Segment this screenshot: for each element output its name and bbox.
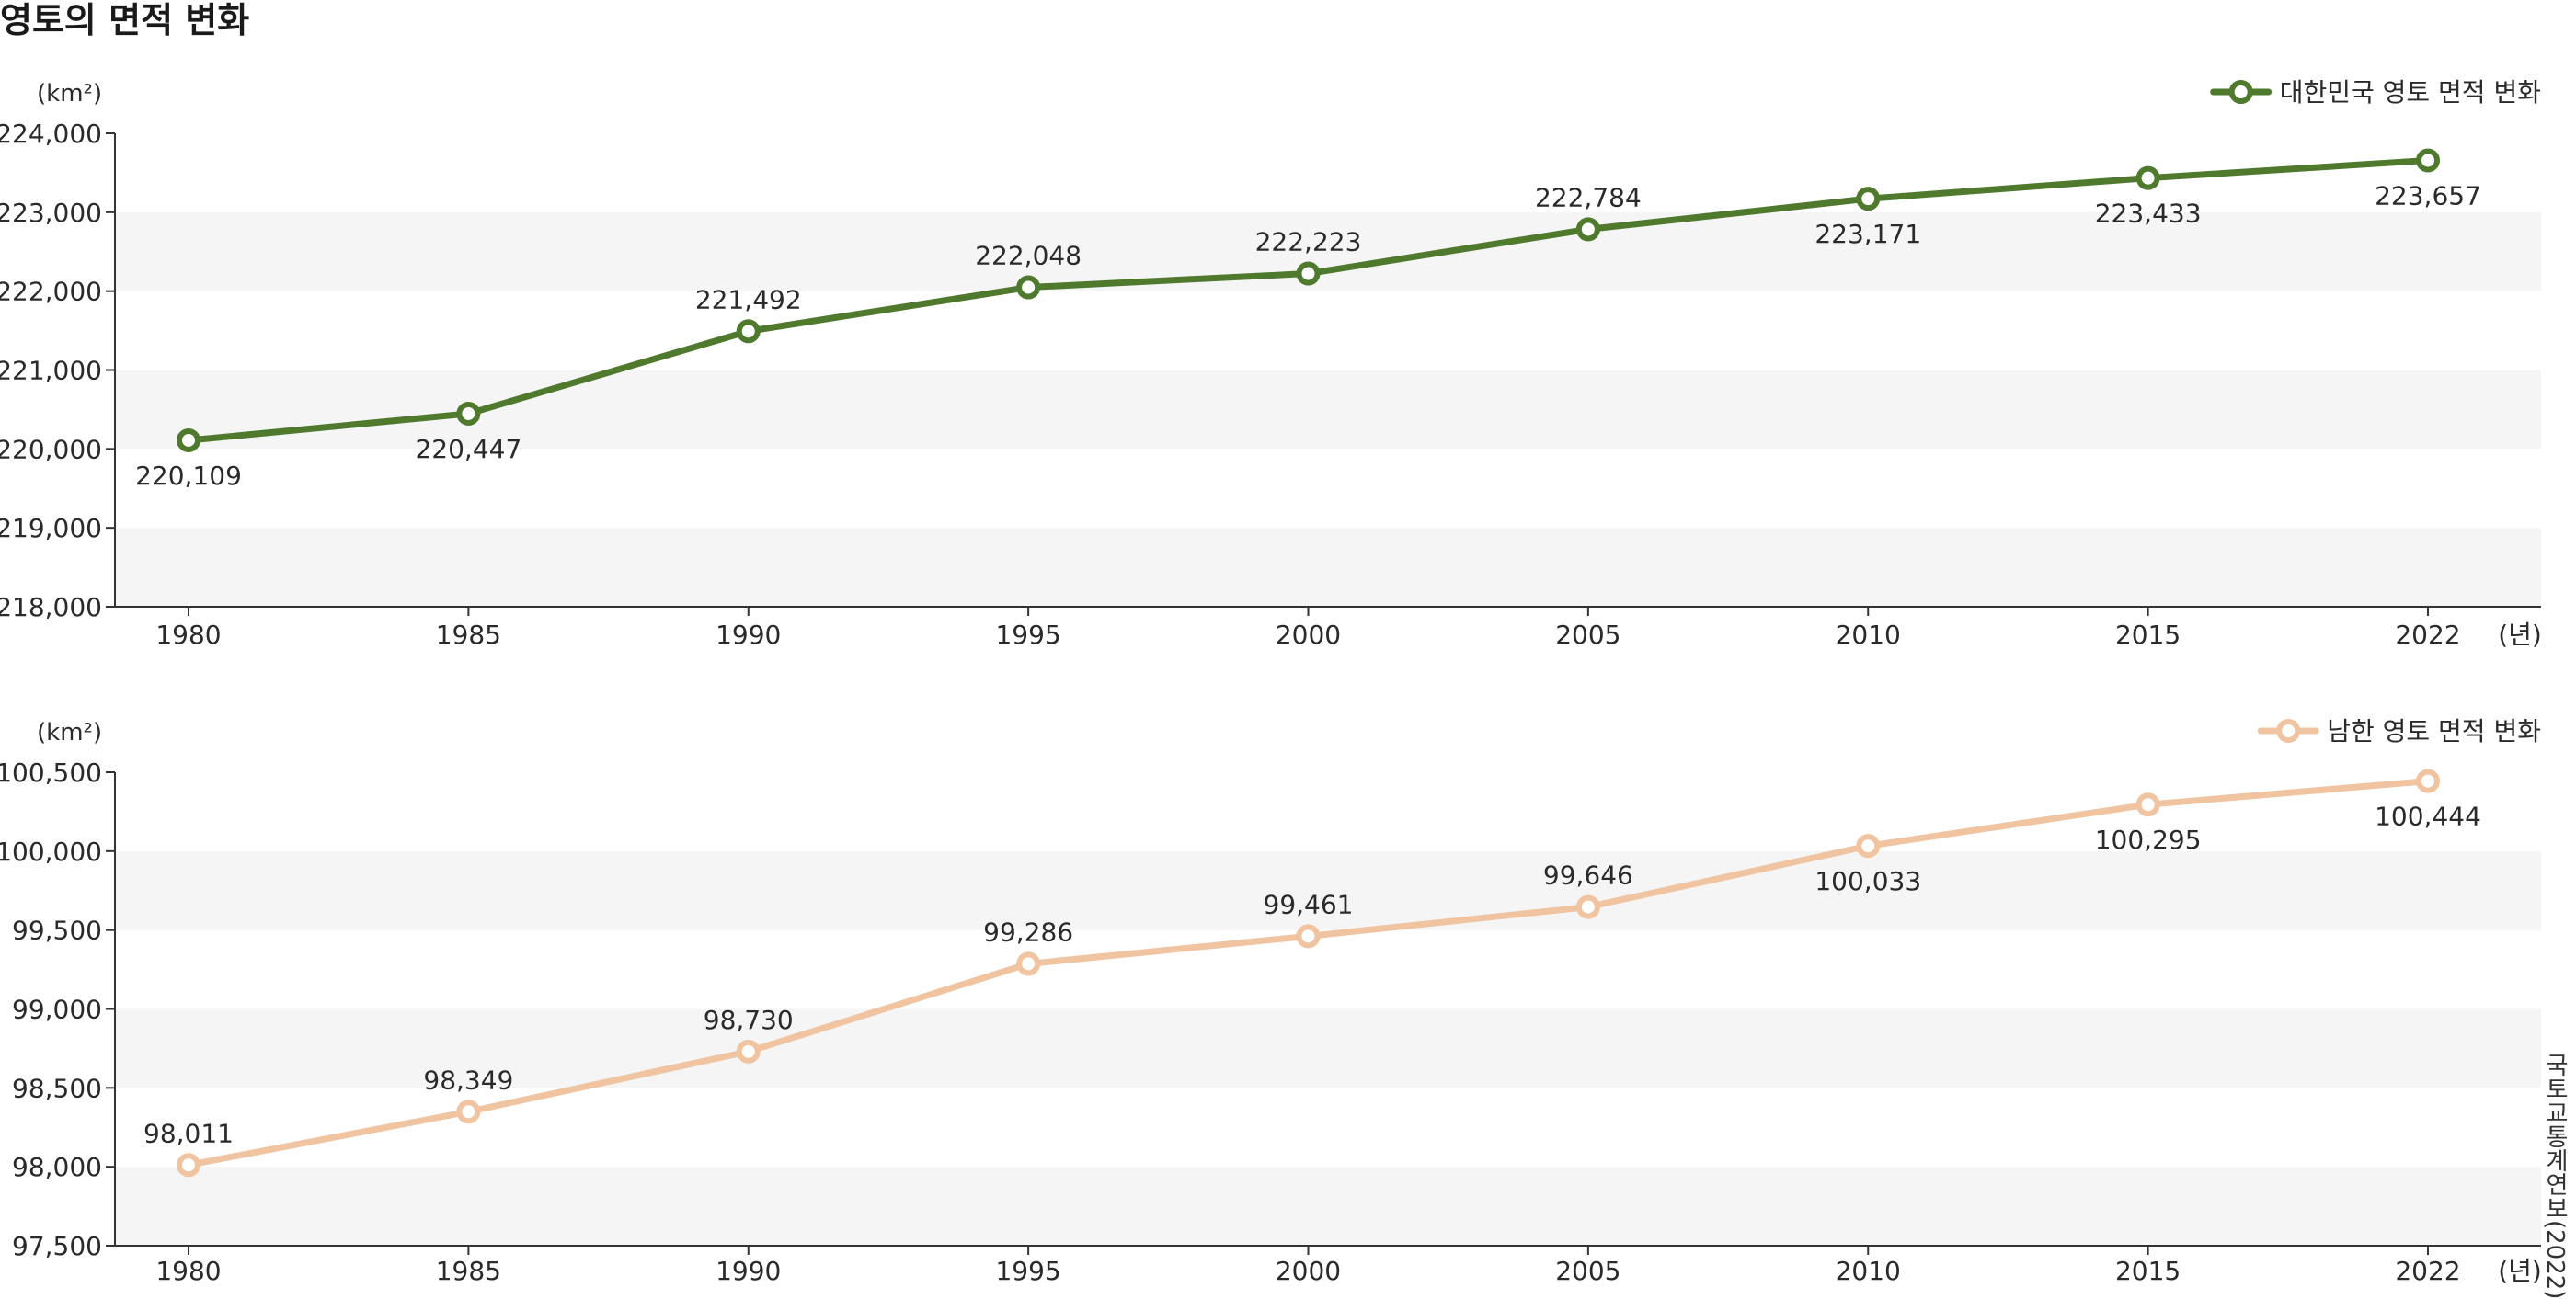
legend-marker: [2228, 80, 2253, 104]
data-label: 99,646: [1543, 860, 1633, 891]
data-point: [456, 1100, 481, 1124]
y-tick-label: 219,000: [0, 513, 102, 543]
y-tick-label: 98,500: [12, 1073, 102, 1103]
legend-marker: [2276, 719, 2301, 743]
y-tick-label: 221,000: [0, 356, 102, 386]
data-point: [456, 401, 481, 426]
grid-band: [115, 370, 2541, 450]
data-label: 222,784: [1535, 182, 1642, 212]
data-point: [2416, 148, 2440, 173]
grid-band: [115, 211, 2541, 291]
x-unit-label: (년): [2498, 620, 2542, 650]
x-tick-label: 2022: [2395, 1256, 2460, 1284]
data-label: 223,657: [2375, 180, 2481, 211]
y-unit-label: (km²): [37, 719, 102, 746]
data-point: [2135, 792, 2160, 817]
data-label: 222,048: [975, 241, 1082, 271]
data-point: [1856, 834, 1881, 859]
y-tick-label: 100,500: [0, 758, 102, 788]
data-point: [736, 1039, 761, 1064]
data-label: 220,109: [135, 461, 242, 491]
y-tick-label: 223,000: [0, 198, 102, 228]
legend-label: 남한 영토 면적 변화: [2327, 716, 2541, 746]
data-label: 221,492: [695, 284, 802, 314]
data-point: [1296, 924, 1321, 949]
data-point: [2416, 769, 2440, 793]
data-point: [736, 319, 761, 344]
y-tick-label: 100,000: [0, 837, 102, 867]
data-label: 100,295: [2095, 825, 2202, 855]
series-line: [185, 778, 2432, 1168]
x-unit-label: (년): [2498, 1256, 2542, 1284]
y-tick-label: 99,000: [12, 995, 102, 1025]
y-tick-label: 220,000: [0, 434, 102, 464]
chart-south-korea-area: 97,500 98,000 98,500 99,000 99,500 100,000 100…: [0, 716, 2542, 1284]
grid-band: [115, 1167, 2541, 1246]
data-label: 99,461: [1264, 889, 1354, 919]
x-tick-label: 1985: [436, 1256, 501, 1284]
y-tick-label: 218,000: [0, 592, 102, 622]
y-tick-label: 222,000: [0, 277, 102, 307]
data-label: 100,033: [1815, 866, 1921, 896]
x-tick-label: 1990: [716, 620, 781, 650]
x-tick-label: 2010: [1836, 1256, 1901, 1284]
data-label: 100,444: [2375, 802, 2481, 832]
x-tick-label: 1980: [155, 620, 221, 650]
data-point: [1575, 894, 1600, 919]
x-tick-label: 2000: [1276, 620, 1341, 650]
x-tick-label: 2015: [2115, 620, 2181, 650]
x-tick-label: 2022: [2395, 620, 2460, 650]
x-tick-label: 1985: [436, 620, 501, 650]
x-tick-label: 1995: [995, 1256, 1060, 1284]
data-point: [1016, 275, 1041, 300]
x-tick-label: 2005: [1555, 1256, 1620, 1284]
data-label: 98,349: [423, 1065, 513, 1095]
y-tick-label: 98,000: [12, 1152, 102, 1182]
data-label: 98,730: [704, 1005, 794, 1035]
data-point: [1575, 217, 1600, 242]
x-tick-label: 2015: [2115, 1256, 2181, 1284]
data-label: 222,223: [1255, 227, 1362, 257]
grid-band: [115, 850, 2541, 930]
y-unit-label: (km²): [37, 80, 102, 108]
data-label: 223,433: [2095, 199, 2202, 229]
data-label: 98,011: [143, 1118, 234, 1148]
data-label: 220,447: [415, 434, 521, 464]
chart-korea-area: 218,000 219,000 220,000 221,000 222,000 223,0…: [0, 77, 2542, 650]
x-tick-label: 1980: [155, 1256, 221, 1284]
data-label: 99,286: [983, 917, 1073, 947]
page-title: 영토의 면적 변화: [0, 0, 250, 40]
grid-band: [115, 528, 2541, 607]
data-point: [1856, 187, 1881, 211]
y-tick-label: 224,000: [0, 119, 102, 149]
grid-band: [115, 1008, 2541, 1088]
legend-label: 대한민국 영토 면적 변화: [2280, 77, 2541, 108]
y-tick-label: 99,500: [12, 916, 102, 946]
x-tick-label: 1990: [716, 1256, 781, 1284]
data-point: [2135, 165, 2160, 190]
data-point: [177, 1153, 200, 1178]
x-tick-label: 2010: [1836, 620, 1901, 650]
data-point: [1296, 261, 1321, 286]
y-tick-label: 97,500: [12, 1231, 102, 1261]
source-note: 국토교통계연보(2022): [2541, 1053, 2569, 1299]
x-tick-label: 1995: [995, 620, 1060, 650]
data-point: [1016, 951, 1041, 976]
data-point: [177, 427, 200, 452]
data-label: 223,171: [1815, 219, 1921, 249]
x-tick-label: 2005: [1555, 620, 1620, 650]
x-tick-label: 2000: [1276, 1256, 1341, 1284]
